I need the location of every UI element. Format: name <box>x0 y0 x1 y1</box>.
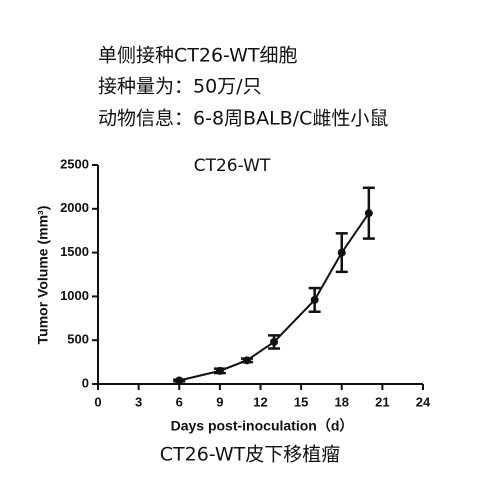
y-axis-label: Tumor Volume (mm³) <box>35 206 51 345</box>
point <box>270 337 279 346</box>
x-tick-label: 12 <box>253 394 267 409</box>
point <box>364 209 373 218</box>
x-tick-label: 0 <box>94 394 101 409</box>
x-tick-label: 18 <box>335 394 349 409</box>
series-line <box>179 212 370 382</box>
x-axis-label: Days post-inoculation（d） <box>171 418 354 434</box>
y-tick-label: 2000 <box>60 200 89 215</box>
y-tick-label: 500 <box>67 332 89 347</box>
note: 动物信息：6-8周BALB/C雌性小鼠 <box>98 108 388 130</box>
point <box>242 356 251 365</box>
note: 接种量为：50万/只 <box>98 76 262 98</box>
point <box>175 376 184 385</box>
point <box>215 366 224 375</box>
x-tick-label: 24 <box>416 394 431 409</box>
x-tick-label: 3 <box>135 394 142 409</box>
caption: CT26-WT皮下移植瘤 <box>160 444 341 466</box>
point <box>310 295 319 304</box>
y-tick-label: 1000 <box>60 288 89 303</box>
y-tick-label: 1500 <box>60 244 89 259</box>
y-tick-label: 2500 <box>60 156 89 171</box>
x-tick-label: 21 <box>375 394 389 409</box>
x-tick-label: 15 <box>294 394 308 409</box>
y-tick-label: 0 <box>82 375 89 390</box>
note: 单侧接种CT26-WT细胞 <box>98 45 298 67</box>
chart-title: CT26-WT <box>194 156 271 176</box>
point <box>337 248 346 257</box>
x-tick-label: 6 <box>176 394 183 409</box>
x-tick-label: 9 <box>216 394 223 409</box>
